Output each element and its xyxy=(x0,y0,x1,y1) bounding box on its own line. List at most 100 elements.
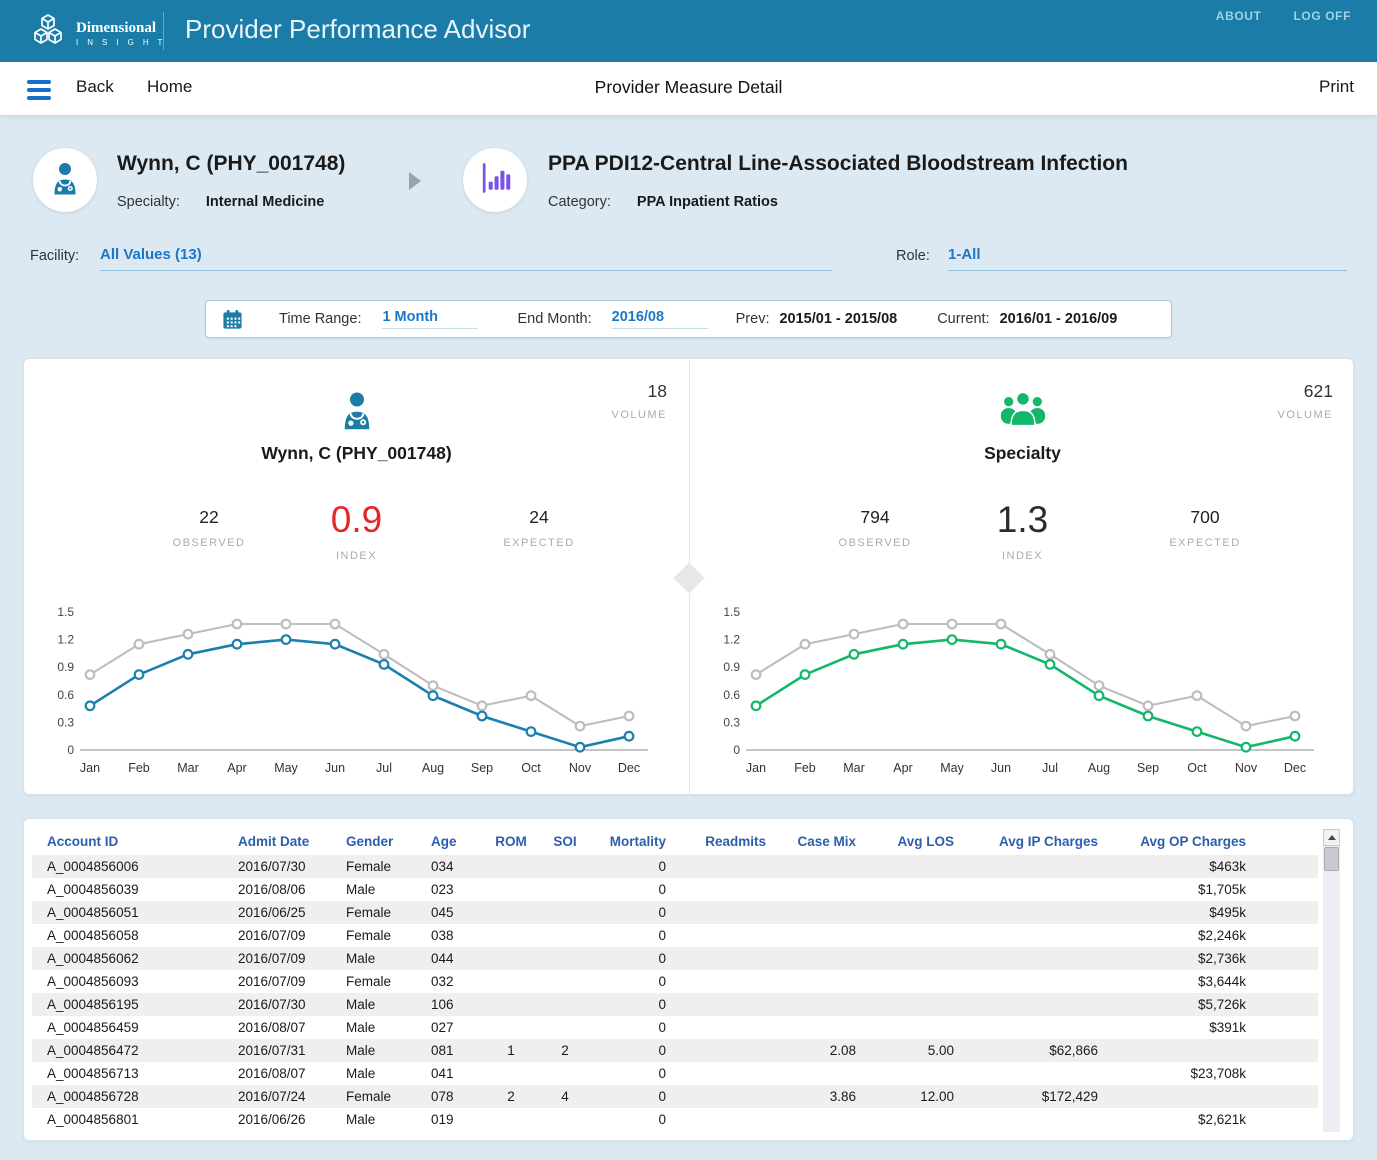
column-header[interactable]: Avg IP Charges xyxy=(966,829,1098,855)
table-cell xyxy=(966,855,1098,878)
table-cell: A_0004856062 xyxy=(47,947,232,970)
table-cell: 027 xyxy=(431,1016,476,1039)
table-cell: 2016/07/30 xyxy=(238,855,348,878)
table-row[interactable]: A_00048564722016/07/31Male0811202.085.00… xyxy=(32,1039,1318,1062)
provider-index-value: 0.9 xyxy=(279,499,434,541)
table-cell: 2016/07/09 xyxy=(238,970,348,993)
table-cell: Male xyxy=(346,1108,426,1131)
table-cell xyxy=(864,947,954,970)
current-range-value: 2016/01 - 2016/09 xyxy=(1000,311,1118,327)
column-header[interactable]: Gender xyxy=(346,829,426,855)
table-cell: Female xyxy=(346,1085,426,1108)
column-header[interactable]: Avg LOS xyxy=(864,829,954,855)
role-select[interactable]: 1-All xyxy=(948,246,1347,271)
table-cell: 0 xyxy=(594,1085,666,1108)
table-cell xyxy=(864,901,954,924)
measure-avatar xyxy=(463,148,527,212)
specialty-panel: 621 VOLUME Specialty 794 OBSERVED 1.3 IN… xyxy=(690,359,1355,796)
table-cell: 2.08 xyxy=(774,1039,856,1062)
table-cell xyxy=(686,1016,766,1039)
nav-bar: Back Home Provider Measure Detail Print xyxy=(0,62,1377,115)
table-cell: 019 xyxy=(431,1108,476,1131)
table-row[interactable]: A_00048561952016/07/30Male1060$5,726k xyxy=(32,993,1318,1016)
time-range-select[interactable]: 1 Month xyxy=(382,309,478,329)
table-row[interactable]: A_00048564592016/08/07Male0270$391k xyxy=(32,1016,1318,1039)
table-row[interactable]: A_00048568012016/06/26Male0190$2,621k xyxy=(32,1108,1318,1131)
table-cell: $23,708k xyxy=(1106,1062,1246,1085)
table-cell xyxy=(864,1062,954,1085)
table-row[interactable]: A_00048560932016/07/09Female0320$3,644k xyxy=(32,970,1318,993)
print-button[interactable]: Print xyxy=(1319,77,1354,97)
column-header[interactable]: Avg OP Charges xyxy=(1106,829,1246,855)
app-title: Provider Performance Advisor xyxy=(185,14,530,45)
svg-text:Jan: Jan xyxy=(80,761,100,775)
logoff-link[interactable]: LOG OFF xyxy=(1293,9,1351,23)
table-row[interactable]: A_00048560062016/07/30Female0340$463k xyxy=(32,855,1318,878)
column-header[interactable]: Readmits xyxy=(686,829,766,855)
column-header[interactable]: Admit Date xyxy=(238,829,348,855)
table-cell xyxy=(541,993,589,1016)
column-header[interactable]: Age xyxy=(431,829,476,855)
table-row[interactable]: A_00048567132016/08/07Male0410$23,708k xyxy=(32,1062,1318,1085)
table-cell: A_0004856728 xyxy=(47,1085,232,1108)
brand-name: Dimensional I N S I G H T xyxy=(76,21,166,47)
provider-expected-value: 24 xyxy=(464,507,614,528)
doctor-icon xyxy=(24,389,689,431)
table-row[interactable]: A_00048560392016/08/06Male0230$1,705k xyxy=(32,878,1318,901)
table-row[interactable]: A_00048560622016/07/09Male0440$2,736k xyxy=(32,947,1318,970)
table-row[interactable]: A_00048560582016/07/09Female0380$2,246k xyxy=(32,924,1318,947)
column-header[interactable]: Account ID xyxy=(47,829,232,855)
table-cell: 0 xyxy=(594,947,666,970)
svg-text:Jun: Jun xyxy=(991,761,1011,775)
about-link[interactable]: ABOUT xyxy=(1216,9,1262,23)
table-cell: 0 xyxy=(594,1062,666,1085)
svg-text:Jun: Jun xyxy=(325,761,345,775)
svg-text:Nov: Nov xyxy=(569,761,592,775)
specialty-expected-value: 700 xyxy=(1130,507,1280,528)
table-cell xyxy=(864,970,954,993)
table-cell: 2016/06/25 xyxy=(238,901,348,924)
table-header-row: Account IDAdmit DateGenderAge ROMSOIMorta… xyxy=(24,829,1355,855)
column-header[interactable]: ROM xyxy=(486,829,536,855)
table-cell: Female xyxy=(346,855,426,878)
facility-select[interactable]: All Values (13) xyxy=(100,246,832,271)
table-row[interactable]: A_00048560512016/06/25Female0450$495k xyxy=(32,901,1318,924)
table-cell: 038 xyxy=(431,924,476,947)
svg-text:0.9: 0.9 xyxy=(57,660,74,674)
svg-text:Feb: Feb xyxy=(794,761,816,775)
svg-text:Sep: Sep xyxy=(1137,761,1159,775)
scroll-up-icon[interactable] xyxy=(1323,829,1340,846)
table-cell xyxy=(486,855,536,878)
column-header[interactable]: Mortality xyxy=(594,829,666,855)
svg-text:Dec: Dec xyxy=(1284,761,1306,775)
table-cell xyxy=(486,924,536,947)
svg-text:0.6: 0.6 xyxy=(723,688,740,702)
table-row[interactable]: A_00048567282016/07/24Female0782403.8612… xyxy=(32,1085,1318,1108)
table-body: A_00048560062016/07/30Female0340$463kA_0… xyxy=(32,855,1318,1131)
table-cell: 2 xyxy=(541,1039,589,1062)
table-cell xyxy=(774,855,856,878)
table-scrollbar[interactable] xyxy=(1323,829,1340,1132)
svg-text:Oct: Oct xyxy=(521,761,541,775)
svg-text:Sep: Sep xyxy=(471,761,493,775)
table-cell: 2 xyxy=(486,1085,536,1108)
provider-observed-label: OBSERVED xyxy=(134,537,284,549)
svg-text:1.2: 1.2 xyxy=(57,633,74,647)
column-header[interactable]: SOI xyxy=(541,829,589,855)
current-label: Current: xyxy=(937,311,989,327)
table-cell xyxy=(686,1062,766,1085)
table-cell xyxy=(966,924,1098,947)
svg-text:Mar: Mar xyxy=(843,761,865,775)
column-header[interactable]: Case Mix xyxy=(774,829,856,855)
header-divider xyxy=(163,12,164,50)
table-cell: Female xyxy=(346,970,426,993)
specialty-index-label: INDEX xyxy=(945,550,1100,562)
table-cell: 041 xyxy=(431,1062,476,1085)
end-month-select[interactable]: 2016/08 xyxy=(612,309,708,329)
scrollbar-thumb[interactable] xyxy=(1324,847,1339,871)
table-cell: 2016/08/06 xyxy=(238,878,348,901)
role-label: Role: xyxy=(896,248,930,264)
table-cell: Male xyxy=(346,947,426,970)
table-cell: Male xyxy=(346,1039,426,1062)
svg-text:0.9: 0.9 xyxy=(723,660,740,674)
